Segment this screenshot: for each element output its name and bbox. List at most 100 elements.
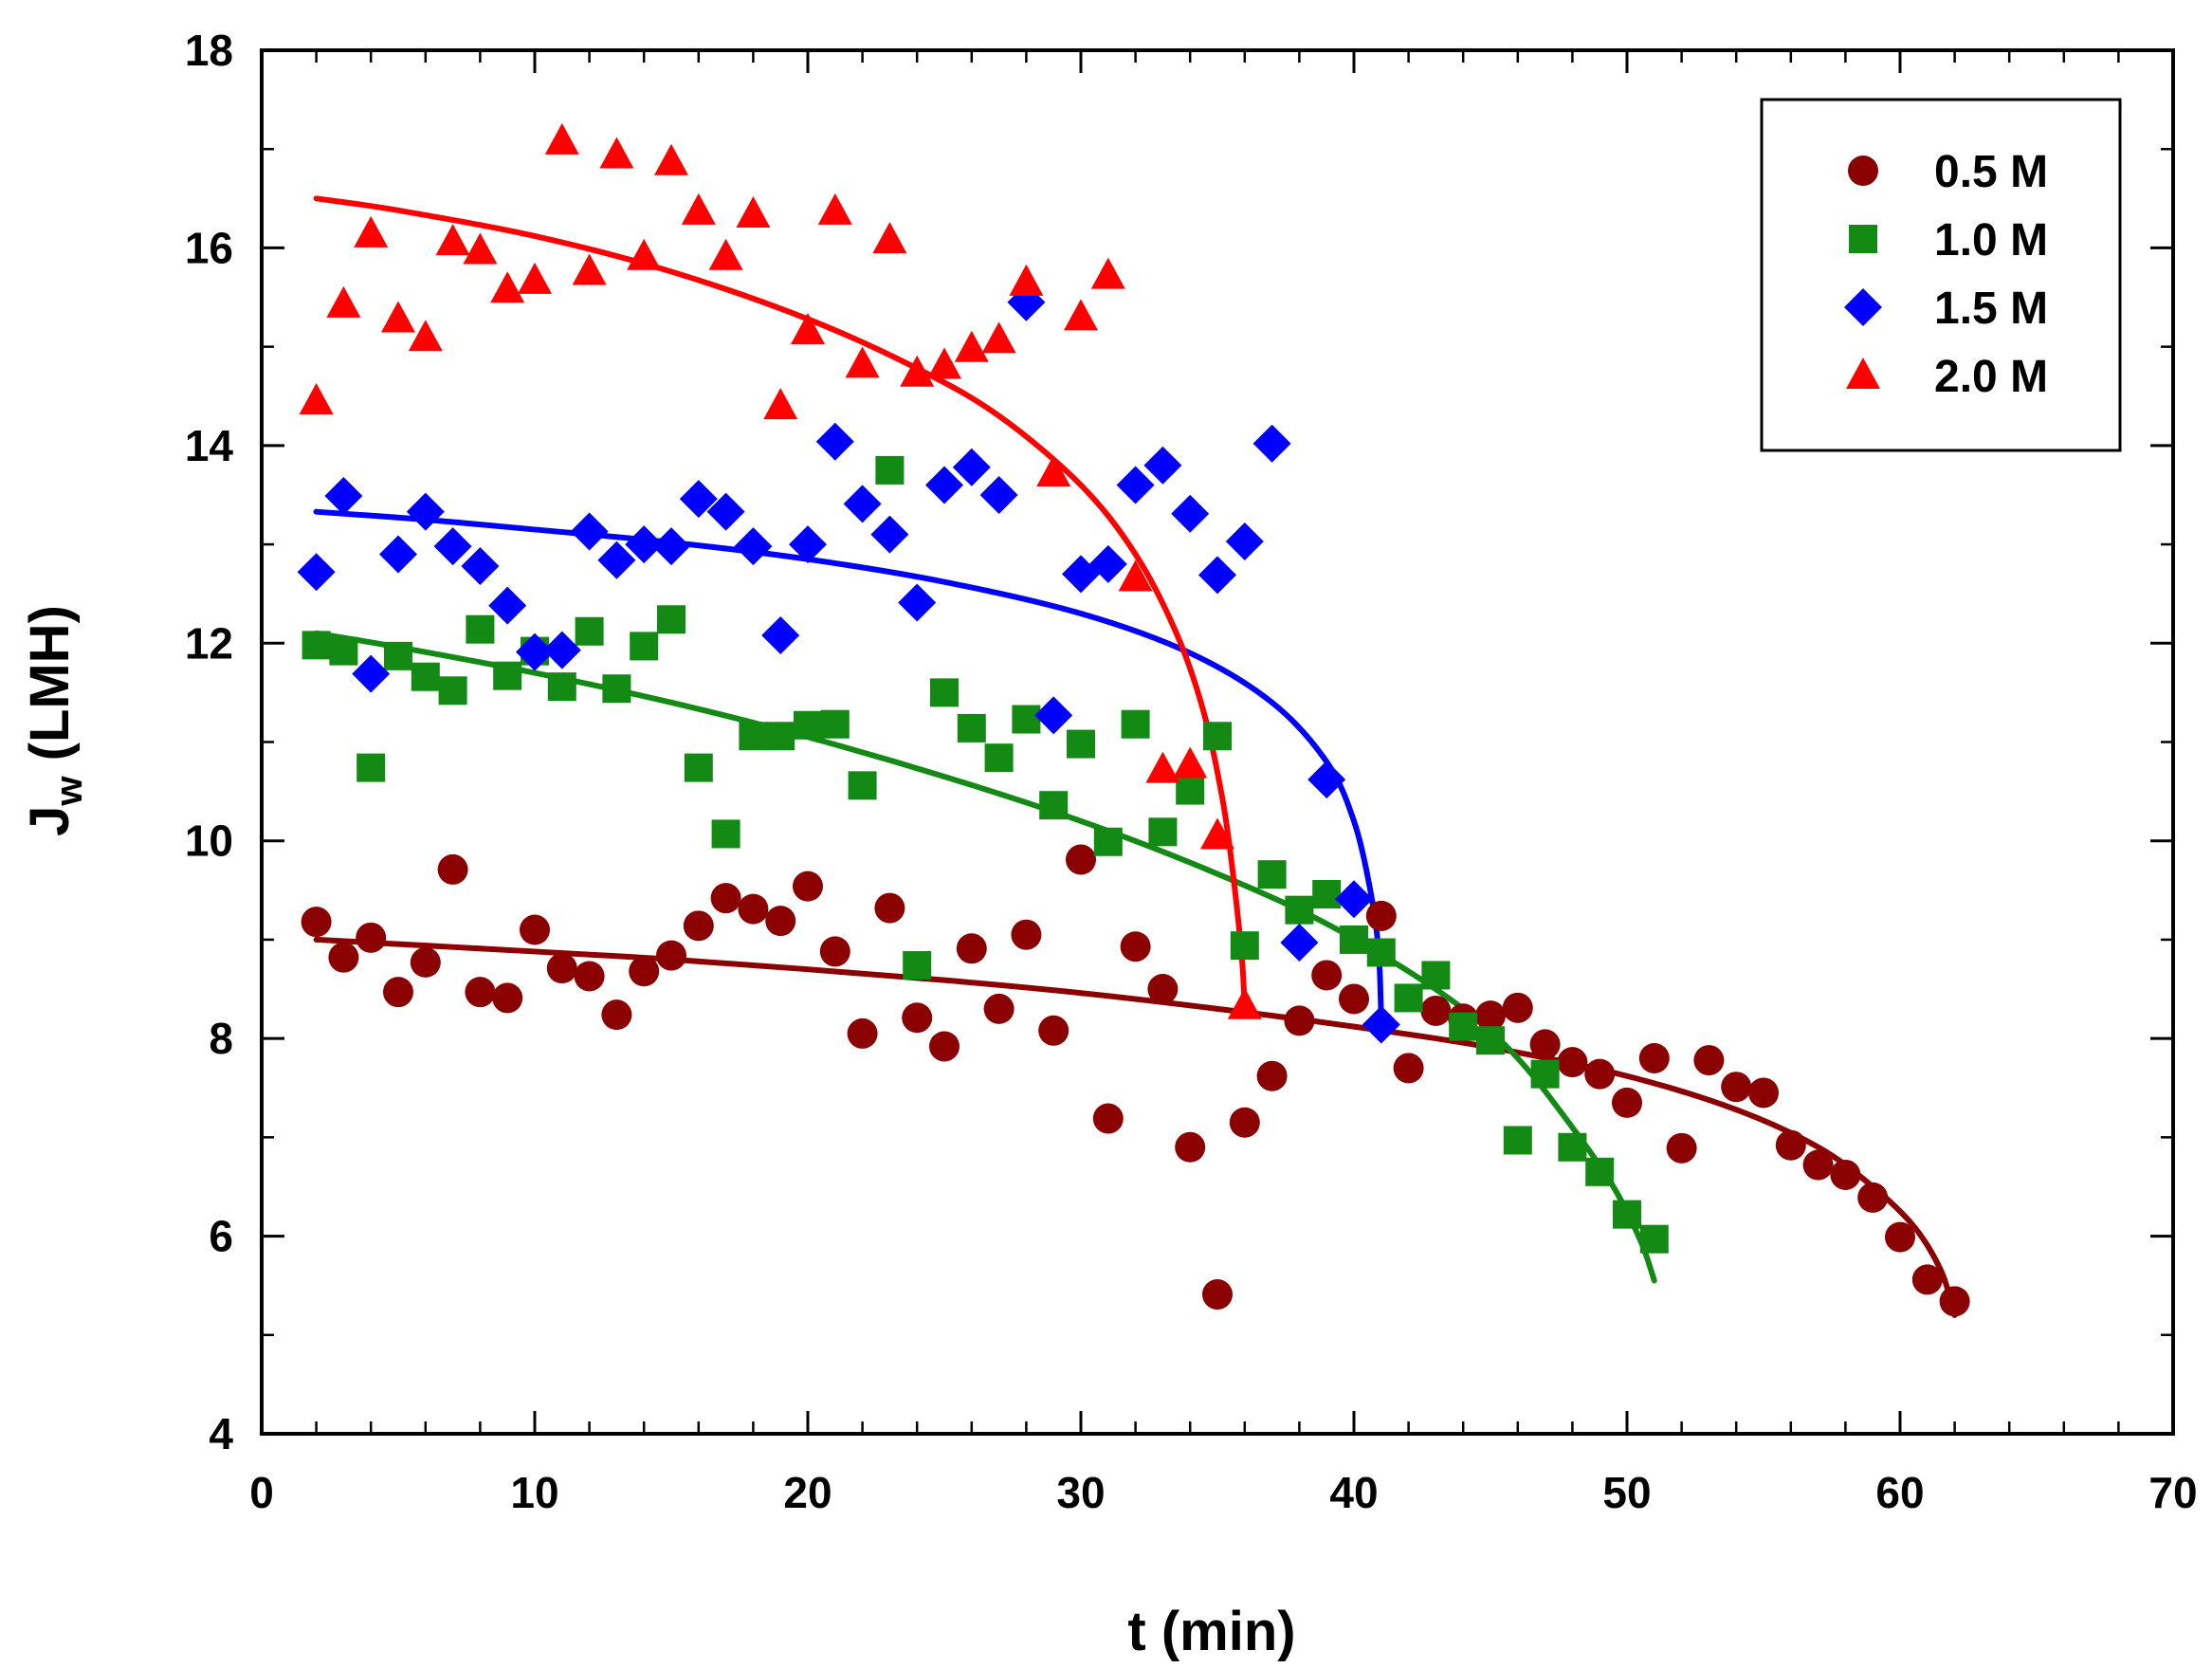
data-point bbox=[1121, 709, 1150, 739]
data-point bbox=[766, 722, 795, 751]
data-point bbox=[630, 632, 659, 661]
legend-marker bbox=[1848, 156, 1878, 186]
data-point bbox=[1449, 1012, 1478, 1041]
data-point bbox=[681, 192, 716, 225]
data-point bbox=[406, 492, 445, 531]
data-point bbox=[710, 883, 741, 914]
data-point bbox=[761, 615, 800, 654]
data-point bbox=[297, 553, 336, 592]
y-tick-label: 4 bbox=[209, 1409, 233, 1458]
data-point bbox=[1365, 900, 1397, 931]
data-point bbox=[1476, 1026, 1505, 1055]
series-2-0m bbox=[299, 122, 1262, 1019]
data-point bbox=[1721, 1072, 1752, 1103]
data-point bbox=[381, 301, 415, 333]
data-point bbox=[433, 527, 472, 566]
data-point bbox=[574, 961, 605, 992]
data-point bbox=[1257, 860, 1287, 889]
fit-curves bbox=[313, 195, 1958, 1318]
data-point bbox=[1529, 1029, 1561, 1060]
data-point bbox=[492, 982, 523, 1014]
data-point bbox=[652, 527, 690, 566]
data-point bbox=[302, 631, 331, 660]
axes: 0 10 20 30 40 50 60 70 4 6 8 10 12 14 16 18 bbox=[185, 26, 2198, 1517]
legend-label: 0.5 M bbox=[1934, 147, 2048, 197]
data-point bbox=[1064, 299, 1098, 331]
data-point bbox=[542, 631, 581, 669]
data-point bbox=[383, 977, 413, 1008]
data-point bbox=[736, 195, 771, 228]
y-tick-label: 8 bbox=[209, 1014, 233, 1063]
data-markers bbox=[297, 122, 1970, 1317]
data-point bbox=[1118, 559, 1153, 592]
data-point bbox=[872, 222, 907, 254]
data-point bbox=[1857, 1182, 1889, 1213]
data-point bbox=[1092, 1103, 1124, 1134]
data-point bbox=[1171, 494, 1210, 533]
data-point bbox=[1775, 1129, 1806, 1161]
data-point bbox=[1340, 925, 1368, 954]
fit-curve-2-0m bbox=[313, 195, 1248, 1012]
data-point bbox=[356, 753, 386, 782]
data-point bbox=[983, 993, 1015, 1024]
data-point bbox=[1366, 938, 1396, 967]
data-point bbox=[1148, 817, 1178, 847]
x-tick-label: 10 bbox=[510, 1468, 558, 1517]
data-point bbox=[1612, 1087, 1642, 1118]
data-point bbox=[1202, 1279, 1233, 1311]
data-point bbox=[1335, 880, 1373, 919]
data-point bbox=[984, 743, 1014, 773]
data-point bbox=[437, 853, 468, 885]
data-point bbox=[791, 312, 825, 344]
data-point bbox=[1362, 1005, 1400, 1044]
data-point bbox=[301, 907, 332, 938]
data-point bbox=[408, 320, 443, 352]
x-tick-label: 0 bbox=[249, 1468, 274, 1517]
data-point bbox=[1307, 761, 1346, 799]
data-point bbox=[1666, 1132, 1697, 1164]
data-point bbox=[384, 641, 412, 670]
data-point bbox=[1225, 522, 1264, 560]
data-point bbox=[843, 485, 882, 523]
y-tick-label: 18 bbox=[185, 26, 233, 75]
data-point bbox=[379, 535, 417, 574]
legend-item: 0.5 M bbox=[1848, 147, 2048, 197]
data-point bbox=[1939, 1286, 1970, 1317]
data-point bbox=[597, 541, 636, 579]
y-tick-label: 14 bbox=[185, 421, 234, 470]
data-point bbox=[1256, 1060, 1288, 1091]
series-1-0m bbox=[302, 455, 1669, 1254]
fit-curve-1-5m bbox=[313, 508, 1384, 1022]
legend: 0.5 M 1.0 M 1.5 M 2.0 M bbox=[1760, 98, 2122, 452]
legend-item: 2.0 M bbox=[1846, 352, 2048, 402]
data-point bbox=[1285, 895, 1314, 925]
x-tick-label: 30 bbox=[1056, 1468, 1105, 1517]
data-point bbox=[1393, 1053, 1424, 1084]
data-point bbox=[1145, 751, 1180, 783]
data-point bbox=[845, 346, 880, 378]
data-point bbox=[870, 515, 909, 554]
data-point bbox=[1748, 1077, 1779, 1109]
data-point bbox=[763, 388, 798, 420]
data-point bbox=[461, 546, 500, 585]
data-point bbox=[629, 956, 660, 987]
data-point bbox=[490, 271, 525, 303]
data-point bbox=[463, 232, 498, 265]
data-point bbox=[1339, 983, 1369, 1015]
legend-box bbox=[1760, 98, 2122, 452]
data-point bbox=[820, 709, 850, 739]
legend-item: 1.5 M bbox=[1844, 284, 2048, 334]
data-point bbox=[1090, 257, 1125, 289]
data-point bbox=[466, 614, 495, 644]
data-point bbox=[1394, 983, 1423, 1013]
data-point bbox=[734, 527, 773, 566]
data-point bbox=[354, 215, 389, 247]
data-point bbox=[738, 893, 769, 925]
data-point bbox=[1911, 1264, 1943, 1295]
data-point bbox=[875, 455, 905, 485]
data-point bbox=[956, 933, 987, 964]
data-point bbox=[1503, 1126, 1532, 1155]
y-axis-title-units: (LMH) bbox=[19, 605, 81, 776]
y-tick-label: 12 bbox=[185, 618, 233, 668]
data-point bbox=[1421, 961, 1451, 990]
